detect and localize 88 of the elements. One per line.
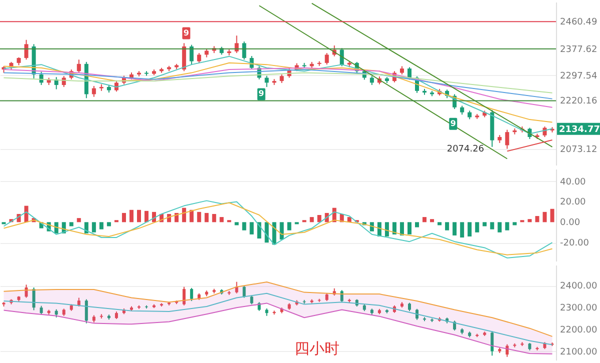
y-tick-label: 40.00	[560, 177, 586, 188]
bar	[310, 217, 314, 222]
candlestick	[197, 52, 202, 64]
text: 2134.77	[559, 124, 600, 135]
candlestick	[182, 286, 186, 306]
line-series	[3, 302, 553, 354]
bar	[384, 222, 389, 236]
bar	[76, 218, 81, 222]
line-series	[3, 67, 553, 108]
bar	[512, 222, 517, 226]
annotation: 9	[258, 89, 265, 98]
bar	[264, 222, 269, 243]
bar	[452, 222, 457, 236]
bar	[498, 222, 502, 232]
bar	[197, 212, 202, 222]
line-series	[3, 282, 553, 337]
y-tick-label: 2297.54	[560, 71, 598, 82]
candlestick	[24, 39, 28, 60]
candlestick	[340, 290, 344, 303]
bar	[250, 222, 254, 234]
bar	[490, 222, 494, 230]
bar	[468, 222, 472, 236]
candlestick	[242, 285, 246, 298]
bar	[475, 222, 480, 232]
bar	[407, 222, 412, 234]
bar	[190, 210, 194, 222]
candlestick	[234, 35, 239, 54]
candlestick	[264, 75, 269, 88]
bar	[550, 208, 554, 222]
y-tick-label: 2300.00	[560, 304, 598, 314]
bar	[528, 219, 532, 222]
bar	[182, 208, 186, 222]
annotation: 2074.26	[446, 144, 484, 155]
bar	[430, 219, 434, 222]
ref-line-label: 2220.16	[560, 96, 598, 107]
line-series	[3, 69, 553, 100]
y-tick-label: -20.00	[560, 238, 590, 249]
bar	[144, 210, 149, 222]
bar	[212, 214, 216, 222]
annotation: 9	[450, 118, 456, 128]
bar	[92, 222, 96, 232]
bar	[535, 216, 540, 222]
bar	[234, 222, 239, 226]
candlestick	[92, 85, 96, 98]
bar	[415, 222, 419, 228]
bar	[482, 222, 487, 226]
y-tick-label: 2200.00	[560, 325, 598, 336]
bar	[287, 222, 292, 230]
bar	[460, 222, 464, 238]
bar	[317, 215, 322, 222]
bar	[242, 222, 246, 230]
bar	[137, 210, 141, 222]
bar	[106, 222, 111, 226]
y-tick-label: 2073.12	[560, 145, 598, 156]
candlestick	[76, 59, 81, 74]
bar	[392, 222, 396, 234]
bar	[542, 212, 547, 222]
bar	[69, 222, 74, 226]
y-tick-label: 20.00	[560, 198, 586, 208]
bar	[257, 222, 262, 239]
candlestick	[190, 44, 194, 66]
candlestick	[324, 52, 329, 66]
bar	[99, 222, 104, 230]
bar	[129, 210, 134, 222]
ref-line-label: 2377.62	[560, 44, 598, 55]
bar	[220, 217, 224, 222]
y-tick-label: 2400.00	[560, 282, 598, 292]
ref-line-label: 2460.49	[560, 18, 598, 28]
bar	[505, 222, 510, 230]
candlestick	[190, 287, 194, 302]
candlestick	[235, 281, 238, 294]
candlestick	[182, 42, 186, 72]
bar	[84, 222, 88, 234]
bar	[445, 222, 450, 230]
candlestick	[242, 41, 246, 60]
candlestick	[490, 330, 494, 356]
y-tick-label: 0.00	[560, 218, 580, 228]
candlestick	[84, 298, 88, 324]
bar	[400, 222, 404, 236]
bar	[204, 212, 209, 222]
bar	[438, 222, 442, 226]
bar	[422, 217, 427, 222]
bar	[122, 212, 126, 222]
bar	[280, 222, 284, 240]
annotation: 四小时	[294, 340, 340, 358]
candlestick	[340, 48, 344, 67]
y-tick-label: 2100.00	[560, 347, 598, 358]
annotation: 9	[183, 28, 190, 38]
